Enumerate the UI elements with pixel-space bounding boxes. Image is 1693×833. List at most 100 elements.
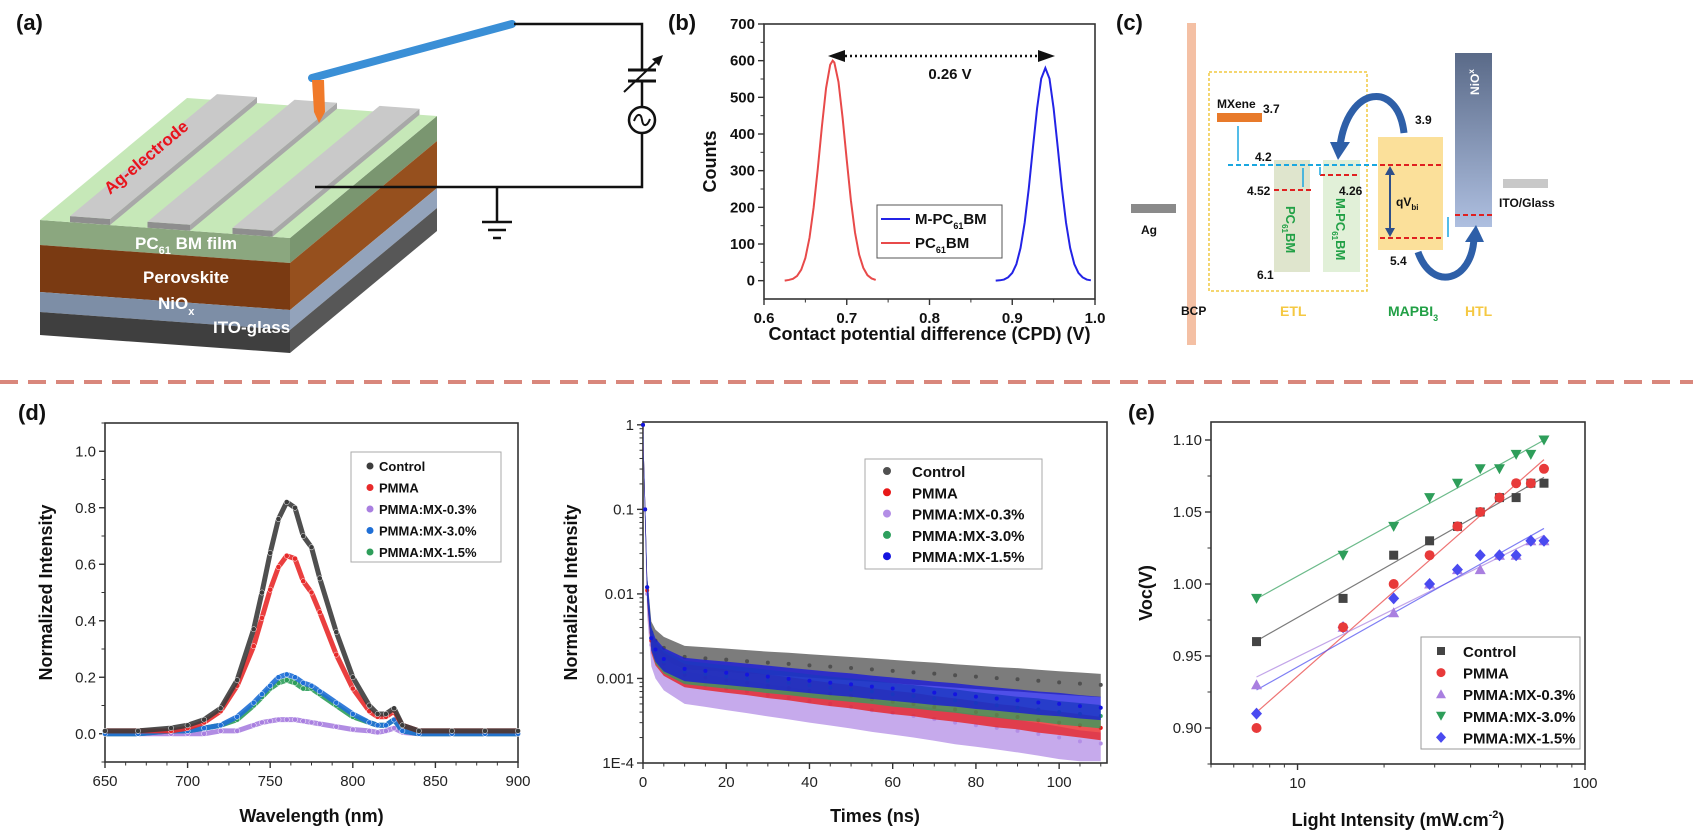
ag-electrode-strip-3 [232, 105, 420, 231]
pl-data-point [366, 719, 373, 726]
pl-data-point [234, 728, 241, 734]
trpl-data-point [1015, 698, 1020, 703]
marker-circle [1424, 550, 1435, 561]
pl-data-point [316, 575, 323, 582]
chart-voc: 10 100 0.90 0.95 1.00 1.05 1.10 Light Intensity… [1136, 421, 1598, 830]
y-tick-label: 1.0 [75, 443, 96, 460]
marker-triangle-up [1436, 689, 1446, 699]
trpl-data-point [807, 678, 812, 683]
legend-label: PC61BM [915, 235, 969, 255]
fit-line [1256, 439, 1545, 600]
hole-transfer-arrowhead [1465, 225, 1484, 242]
legend-marker [366, 548, 374, 556]
legend-label: Control [1463, 644, 1516, 661]
mxene-level: 3.7 [1263, 102, 1280, 116]
pl-data-point [250, 699, 257, 706]
marker-triangle-down [1538, 435, 1550, 446]
y-tick-label: 400 [730, 126, 755, 143]
x-tick-label: 750 [258, 773, 283, 790]
ag-electrode-front [70, 216, 110, 226]
y-tick-label: 0 [747, 273, 755, 290]
ag-electrode-front [232, 227, 273, 237]
pl-data-point [300, 578, 307, 585]
pl-data-point [292, 504, 298, 511]
trpl-data-point [661, 656, 666, 661]
pl-data-point [201, 725, 207, 731]
afm-tip [312, 80, 325, 123]
x-tick-label: 60 [884, 774, 901, 791]
energy-level-diagram [1131, 23, 1548, 345]
marker-diamond [1388, 592, 1400, 605]
legend-marker [883, 488, 891, 497]
pl-data-point [308, 589, 315, 596]
layer-side-0 [290, 116, 437, 263]
pl-data-point [382, 728, 389, 734]
legend-label: PMMA:MX-1.5% [1463, 730, 1576, 747]
legend-box [350, 451, 502, 563]
marker-circle [1525, 478, 1536, 489]
y-tick-label: 1.10 [1173, 432, 1202, 449]
electron-transfer-arrowhead [1330, 142, 1350, 160]
y-tick-label: 0.6 [75, 556, 96, 573]
pcbm-box [1274, 160, 1310, 272]
marker-diamond [1424, 578, 1436, 590]
pl-data-point [250, 722, 257, 729]
ag-electrode-strip-2 [147, 99, 337, 225]
pl-data-point [267, 550, 274, 556]
electron-transfer-arrow [1336, 93, 1408, 147]
series-line-m-pcbm [995, 65, 1092, 282]
htl-label: HTL [1465, 303, 1493, 319]
y-tick-label: 0.01 [605, 586, 634, 603]
legend-marker [366, 527, 374, 534]
marker-triangle-up [1251, 679, 1263, 690]
trpl-data-point [932, 671, 937, 676]
mapbi-lumo-value: 3.9 [1415, 113, 1432, 127]
marker-circle [1538, 463, 1549, 474]
trpl-data-point [1057, 735, 1062, 740]
kpfm-device-illustration [40, 20, 663, 353]
legend-marker [366, 462, 374, 470]
trpl-data-point [932, 690, 937, 695]
marker-triangle-down [1493, 464, 1505, 475]
etl-label: ETL [1280, 303, 1307, 319]
pl-data-point [135, 728, 141, 734]
legend-marker [883, 509, 891, 518]
trpl-data-point [724, 670, 729, 675]
y-tick-label: 0.2 [75, 669, 96, 686]
x-tick-label: 1.0 [1085, 310, 1106, 327]
circuit-wire-top [514, 22, 644, 69]
afm-cantilever [308, 20, 516, 82]
trpl-data-point [994, 676, 999, 681]
legend-label: PMMA:MX-0.3% [1463, 687, 1576, 704]
trpl-data-point [1015, 677, 1020, 682]
trpl-data-point [1036, 700, 1041, 705]
y-axis-title: Normalized Intensity [561, 504, 581, 680]
y-tick-label: 100 [730, 236, 755, 253]
legend-marker [883, 530, 891, 539]
pl-data-point [391, 725, 397, 731]
marker-triangle-down [1436, 711, 1446, 721]
red-dashed-levels [1274, 164, 1492, 239]
marker-circle [1251, 723, 1262, 733]
y-tick-label: 0.1 [613, 501, 634, 518]
x-tick-label: 800 [340, 773, 365, 790]
pl-data-point [300, 680, 307, 686]
pl-data-point [316, 721, 323, 727]
legend-label: PMMA:MX-3.0% [379, 524, 477, 539]
mapbi-homo-value: 5.4 [1390, 254, 1407, 268]
pl-data-point [449, 728, 455, 734]
legend-label-sub: 61 [953, 221, 963, 231]
mpcbm-lumo-value: 4.26 [1339, 184, 1363, 198]
pl-data-point [259, 691, 265, 698]
pl-data-point [349, 674, 356, 681]
pl-data-point [234, 713, 241, 720]
y-tick-label: 0.90 [1173, 720, 1202, 737]
trpl-data-point [745, 672, 750, 677]
ac-wave-icon [633, 113, 651, 127]
pl-data-point [316, 609, 323, 616]
legend-marker [883, 552, 891, 561]
trpl-data-point [1098, 682, 1103, 687]
y-tick-label: 0.0 [75, 726, 96, 743]
pl-data-point [300, 718, 307, 724]
pl-data-point [259, 615, 265, 621]
